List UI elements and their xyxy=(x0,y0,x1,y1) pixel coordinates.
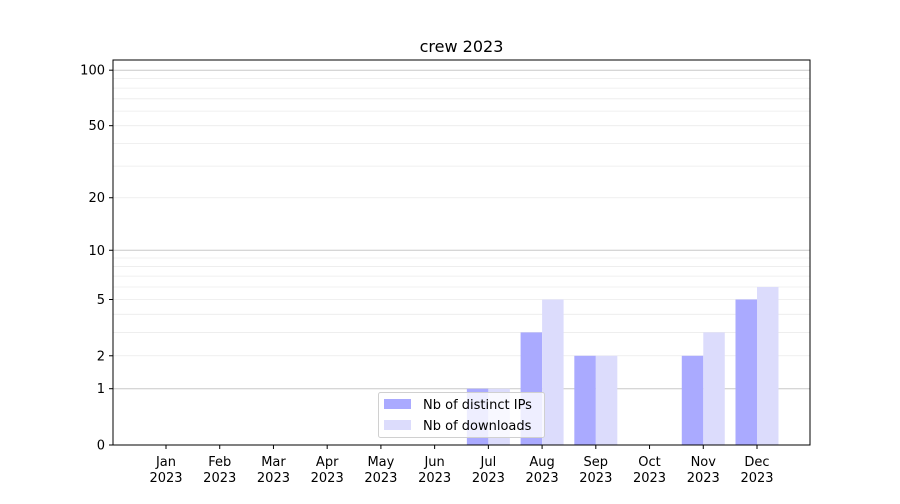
legend-box xyxy=(378,392,545,438)
bar-downloads xyxy=(595,355,618,445)
x-tick-label-year: 2023 xyxy=(526,471,559,486)
y-tick-label: 0 xyxy=(97,439,105,454)
x-tick-label-year: 2023 xyxy=(472,471,505,486)
x-tick-label-month: Jun xyxy=(423,455,444,470)
x-tick-label-month: Jul xyxy=(480,455,497,470)
x-tick-label-month: May xyxy=(367,455,394,470)
grid xyxy=(113,69,810,390)
x-tick-label-year: 2023 xyxy=(203,471,236,486)
bar-downloads xyxy=(757,286,779,445)
x-tick-label-month: Sep xyxy=(584,455,609,470)
bar-distinct-ips xyxy=(574,355,596,445)
y-tick-label: 5 xyxy=(97,293,105,308)
legend-swatch xyxy=(384,420,411,430)
x-tick-label-year: 2023 xyxy=(687,471,720,486)
y-tick-label: 1 xyxy=(97,382,105,397)
y-tick-label: 10 xyxy=(88,244,105,259)
chart-title: crew 2023 xyxy=(420,37,504,56)
x-tick-label-month: Nov xyxy=(691,455,717,470)
x-tick-label-month: Mar xyxy=(261,455,286,470)
legend-swatch xyxy=(384,399,411,409)
x-tick-label-year: 2023 xyxy=(149,471,182,486)
y-tick-label: 100 xyxy=(80,64,105,79)
x-tick-label-month: Apr xyxy=(316,455,339,470)
legend-label: Nb of downloads xyxy=(423,419,532,434)
x-tick-label-month: Jan xyxy=(155,455,176,470)
x-tick-label-year: 2023 xyxy=(740,471,773,486)
x-tick-label-year: 2023 xyxy=(418,471,451,486)
x-tick-label-year: 2023 xyxy=(311,471,344,486)
x-tick-label-year: 2023 xyxy=(633,471,666,486)
x-tick-label-year: 2023 xyxy=(364,471,397,486)
legend[interactable]: Nb of distinct IPs Nb of downloads xyxy=(378,392,545,438)
legend-label: Nb of distinct IPs xyxy=(423,398,532,413)
y-tick-label: 2 xyxy=(97,349,105,364)
x-tick-label-month: Oct xyxy=(638,455,660,470)
x-tick-label-year: 2023 xyxy=(257,471,290,486)
plot-frame xyxy=(112,59,811,446)
x-tick-label-month: Aug xyxy=(529,455,554,470)
y-tick-label: 50 xyxy=(88,119,105,134)
bar-distinct-ips xyxy=(735,299,757,445)
bar-downloads xyxy=(703,332,725,445)
bar-downloads xyxy=(542,299,564,445)
x-tick-label-month: Feb xyxy=(208,455,231,470)
y-tick-label: 20 xyxy=(88,191,105,206)
y-axis: 0 1 2 5 10 20 50 100 xyxy=(80,64,113,454)
x-tick-label-year: 2023 xyxy=(579,471,612,486)
x-tick-label-month: Dec xyxy=(744,455,769,470)
x-axis: Jan2023Feb2023Mar2023Apr2023May2023Jun20… xyxy=(149,445,774,486)
bar-distinct-ips xyxy=(681,355,704,445)
